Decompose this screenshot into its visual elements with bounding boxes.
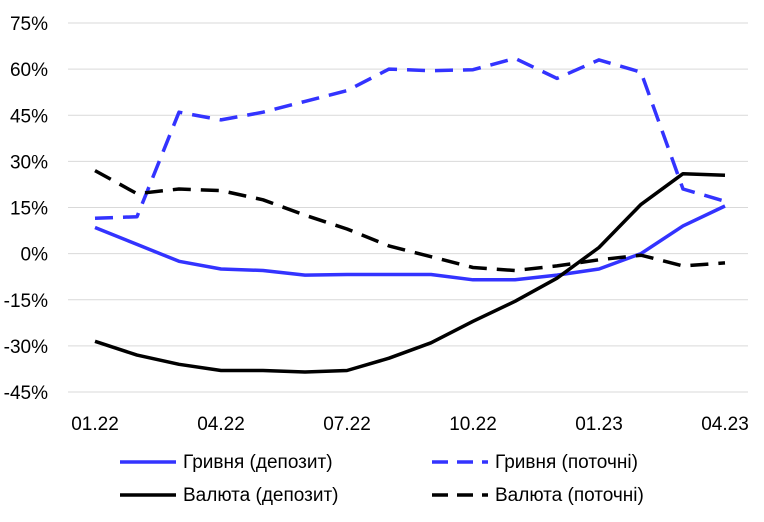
- x-tick-label: 04.22: [197, 414, 245, 435]
- series-line-2: [94, 171, 726, 374]
- x-tick-label: 07.22: [323, 414, 371, 435]
- series-lines: [94, 56, 726, 374]
- y-tick-label: 0%: [21, 245, 49, 266]
- x-tick-label: 01.22: [71, 414, 119, 435]
- y-tick-label: 45%: [10, 106, 48, 127]
- legend-label-1: Гривня (поточні): [495, 452, 638, 473]
- legend-label-2: Валюта (депозит): [183, 485, 338, 506]
- y-tick-label: -15%: [4, 291, 48, 312]
- x-tick-label: 10.22: [449, 414, 497, 435]
- y-tick-label: -45%: [4, 383, 48, 404]
- y-tick-label: 75%: [10, 14, 48, 35]
- series-line-1: [94, 56, 726, 221]
- y-tick-label: 15%: [10, 199, 48, 220]
- series-line-3: [94, 169, 726, 273]
- y-tick-label: -30%: [4, 337, 48, 358]
- legend-label-0: Гривня (депозит): [183, 452, 333, 473]
- y-tick-label: 60%: [10, 60, 48, 81]
- x-tick-label: 04.23: [701, 414, 749, 435]
- x-tick-label: 01.23: [575, 414, 623, 435]
- legend-label-3: Валюта (поточні): [495, 485, 644, 506]
- y-tick-label: 30%: [10, 152, 48, 173]
- series-line-0: [94, 204, 726, 282]
- legend: Гривня (депозит) Гривня (поточні) Валюта (…: [120, 452, 644, 506]
- y-axis-ticks: 75% 60% 45% 30% 15% 0% -15% -30% -45%: [4, 14, 48, 404]
- gridlines: [68, 22, 748, 393]
- x-axis-ticks: 01.22 04.22 07.22 10.22 01.23 04.23: [71, 414, 749, 435]
